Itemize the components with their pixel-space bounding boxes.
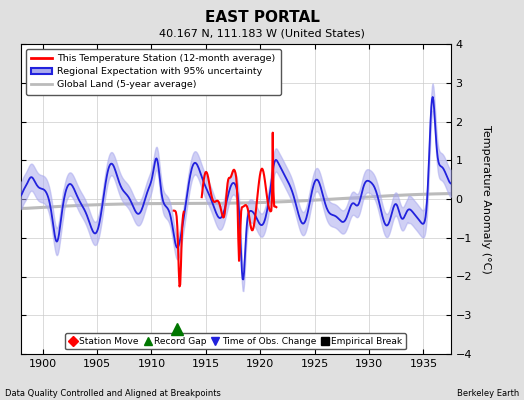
Y-axis label: Temperature Anomaly (°C): Temperature Anomaly (°C) [482, 125, 492, 273]
Text: Data Quality Controlled and Aligned at Breakpoints: Data Quality Controlled and Aligned at B… [5, 389, 221, 398]
Text: 40.167 N, 111.183 W (United States): 40.167 N, 111.183 W (United States) [159, 28, 365, 38]
Text: Berkeley Earth: Berkeley Earth [456, 389, 519, 398]
Legend: Station Move, Record Gap, Time of Obs. Change, Empirical Break: Station Move, Record Gap, Time of Obs. C… [66, 333, 406, 350]
Text: EAST PORTAL: EAST PORTAL [204, 10, 320, 25]
